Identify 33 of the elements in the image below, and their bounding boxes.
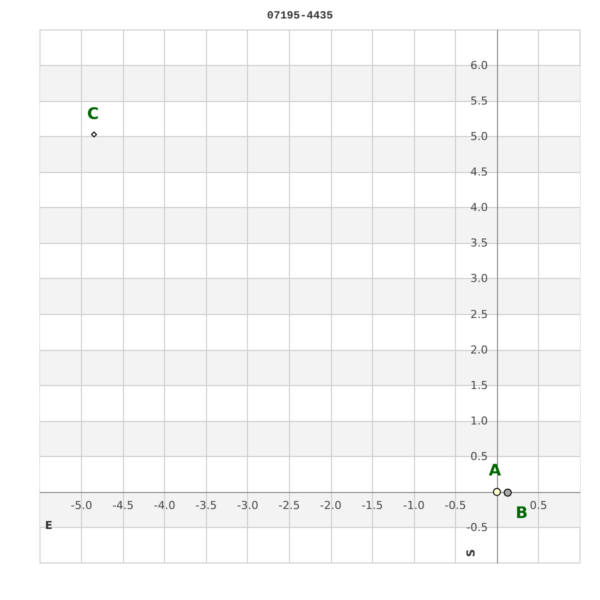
x-tick-label: -3.5 [195, 499, 217, 512]
y-axis-title: S [464, 548, 478, 557]
x-tick-label: -4.5 [112, 499, 134, 512]
series-label: C [87, 104, 99, 123]
x-tick-label: 0.5 [530, 499, 548, 512]
chart-title: 07195-4435 [266, 10, 334, 22]
point [504, 488, 512, 497]
x-axis-title: E [45, 519, 53, 532]
y-tick-label: 4.5 [470, 166, 488, 179]
y-tick-label: 2.5 [470, 308, 488, 321]
point [492, 488, 501, 496]
y-tick-label: 6.0 [470, 59, 488, 72]
x-tick-label: -0.5 [444, 499, 466, 512]
y-tick-label: 1.5 [470, 378, 488, 392]
y-tick-label: 3.5 [470, 236, 488, 250]
y-tick-label: 0.5 [470, 450, 488, 463]
x-tick-label: -3.0 [236, 499, 258, 512]
y-tick-label: 1.0 [470, 414, 488, 428]
x-tick-label: -2.0 [320, 499, 342, 512]
x-tick-label: -2.5 [278, 499, 300, 512]
series-label: A [488, 460, 502, 480]
y-tick-label: 3.0 [470, 272, 488, 286]
y-tick-label: 2.0 [470, 343, 488, 356]
series-label: B [516, 503, 528, 522]
point [91, 131, 97, 138]
x-tick-label: -1.0 [403, 499, 425, 512]
y-tick-label: 5.5 [470, 94, 488, 108]
y-tick-label: -0.5 [466, 520, 488, 534]
y-tick-label: 5.0 [470, 130, 488, 144]
x-tick-label: -4.0 [154, 499, 176, 512]
y-tick-label: 4.0 [470, 201, 488, 214]
x-tick-label: -5.0 [70, 499, 92, 512]
x-tick-label: -1.5 [362, 499, 384, 512]
